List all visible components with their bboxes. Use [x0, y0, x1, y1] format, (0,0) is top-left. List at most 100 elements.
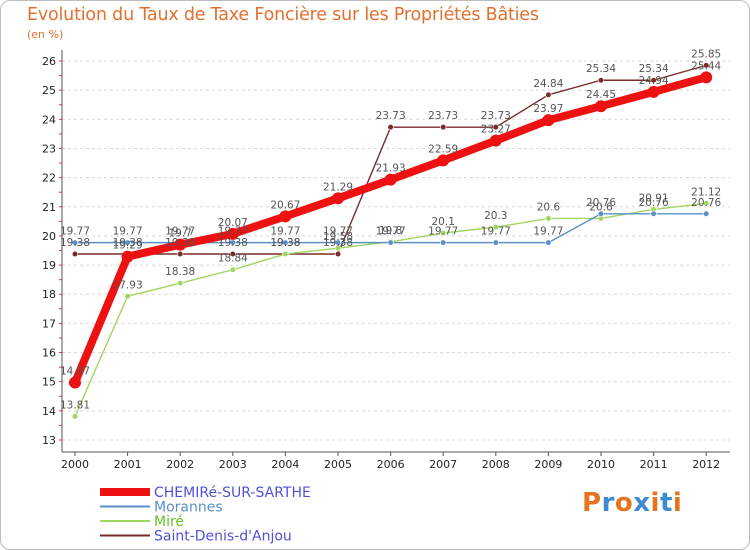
data-point: [282, 250, 289, 258]
data-label: 19.77: [323, 226, 353, 238]
data-label: 21.12: [691, 186, 721, 198]
x-tick-label: 2003: [219, 458, 247, 471]
x-tick-label: 2007: [429, 458, 457, 471]
data-label: 19.38: [218, 237, 248, 249]
data-label: 21.93: [376, 163, 406, 175]
data-point: [174, 238, 187, 251]
chart-title: Evolution du Taux de Taxe Foncière sur l…: [27, 5, 539, 25]
data-point: [545, 215, 552, 222]
data-label: 21.29: [323, 181, 353, 193]
data-point: [647, 85, 660, 98]
data-point: [440, 124, 447, 131]
data-label: 19.77: [376, 226, 406, 238]
data-point: [440, 239, 447, 246]
legend-label: Miré: [154, 514, 184, 530]
data-label: 23.97: [533, 103, 563, 115]
data-label: 23.73: [428, 110, 458, 122]
data-label: 20.6: [589, 201, 613, 213]
data-point: [650, 77, 657, 84]
data-point: [71, 250, 79, 258]
data-point: [437, 154, 450, 167]
data-point: [334, 239, 342, 246]
data-label: 19.38: [113, 237, 143, 249]
data-point: [597, 210, 605, 217]
data-label: 19.77: [218, 226, 248, 238]
axes: [59, 50, 730, 453]
x-tick-label: 2002: [166, 458, 194, 471]
data-point: [282, 239, 289, 246]
data-point: [121, 250, 134, 263]
data-point: [545, 91, 552, 98]
y-tick-label: 26: [42, 55, 56, 68]
data-label: 19.77: [533, 226, 563, 238]
data-label: 19.38: [323, 237, 353, 249]
logo-letter: t: [659, 488, 673, 518]
legend: CHEMIRé-SUR-SARTHEMorannesMiréSaint-Deni…: [100, 485, 311, 545]
proxiti-logo: Proxiti: [582, 488, 682, 518]
y-tick-label: 22: [42, 172, 56, 185]
y-tick-label: 15: [42, 376, 56, 389]
data-label: 19.7: [169, 228, 192, 240]
logo-letter: r: [601, 488, 615, 518]
data-point: [542, 114, 555, 127]
data-point: [492, 239, 499, 246]
data-label: 19.77: [428, 226, 458, 238]
data-label: 24.94: [639, 75, 669, 87]
legend-label: Saint-Denis-d'Anjou: [154, 529, 292, 545]
logo-letter: o: [614, 488, 634, 518]
data-label: 20.76: [691, 197, 721, 209]
x-tick-label: 2005: [324, 458, 352, 471]
y-tick-label: 23: [42, 142, 56, 155]
data-label: 19.38: [270, 237, 300, 249]
y-tick-label: 14: [42, 405, 56, 418]
series-group: [69, 62, 713, 420]
data-point: [440, 229, 447, 237]
data-label: 19.77: [60, 226, 90, 238]
data-point: [226, 227, 239, 240]
data-label: 20.91: [639, 192, 669, 204]
x-tick-label: 2008: [482, 458, 510, 471]
data-label: 24.84: [533, 78, 563, 90]
data-label: 19.77: [270, 226, 300, 238]
x-tick-label: 2001: [114, 458, 142, 471]
data-point: [703, 200, 710, 207]
data-point: [71, 413, 79, 420]
data-point: [595, 100, 607, 113]
y-tick-label: 24: [42, 113, 56, 126]
y-axis-ticks: 13 14 15 16 17 18 19 20 21 22 23 24 25 26: [42, 55, 56, 447]
y-tick-label: 20: [42, 230, 56, 243]
data-label: 24.45: [586, 89, 616, 101]
data-point: [700, 71, 713, 84]
x-axis-ticks: 2000 2001 2002 2003 2004 2005 2006 2007 2008 2009…: [61, 452, 720, 471]
data-point: [703, 210, 710, 217]
data-point: [177, 250, 184, 258]
data-label: 19.38: [270, 237, 300, 249]
data-label: 20.3: [484, 210, 507, 222]
data-labels: 14.97 19.29 19.7 20.07 20.67 21.29 21.93 22.59 2…: [60, 48, 722, 411]
data-label: 25.34: [639, 63, 669, 75]
legend-label: CHEMIRé-SUR-SARTHE: [154, 485, 311, 501]
x-tick-label: 2011: [640, 458, 668, 471]
data-point: [492, 124, 499, 131]
data-point: [703, 62, 710, 69]
data-label: 20.6: [537, 201, 561, 213]
data-label: 18.38: [165, 266, 195, 278]
data-point: [332, 192, 344, 205]
y-tick-label: 19: [42, 259, 56, 272]
y-tick-label: 21: [42, 201, 56, 214]
data-label: 17.93: [113, 279, 143, 291]
data-label: 19.77: [165, 226, 195, 238]
data-label: 25.85: [691, 48, 721, 60]
data-point: [597, 77, 605, 84]
data-point: [69, 376, 81, 389]
data-label: 23.27: [481, 124, 511, 136]
data-point: [124, 293, 131, 300]
x-tick-label: 2009: [534, 458, 562, 471]
data-label: 14.97: [60, 366, 90, 378]
data-label: 25.44: [691, 60, 721, 72]
data-point: [177, 280, 184, 287]
data-point: [387, 239, 394, 246]
data-label: 23.73: [481, 110, 511, 122]
data-label: 19.58: [323, 231, 353, 243]
